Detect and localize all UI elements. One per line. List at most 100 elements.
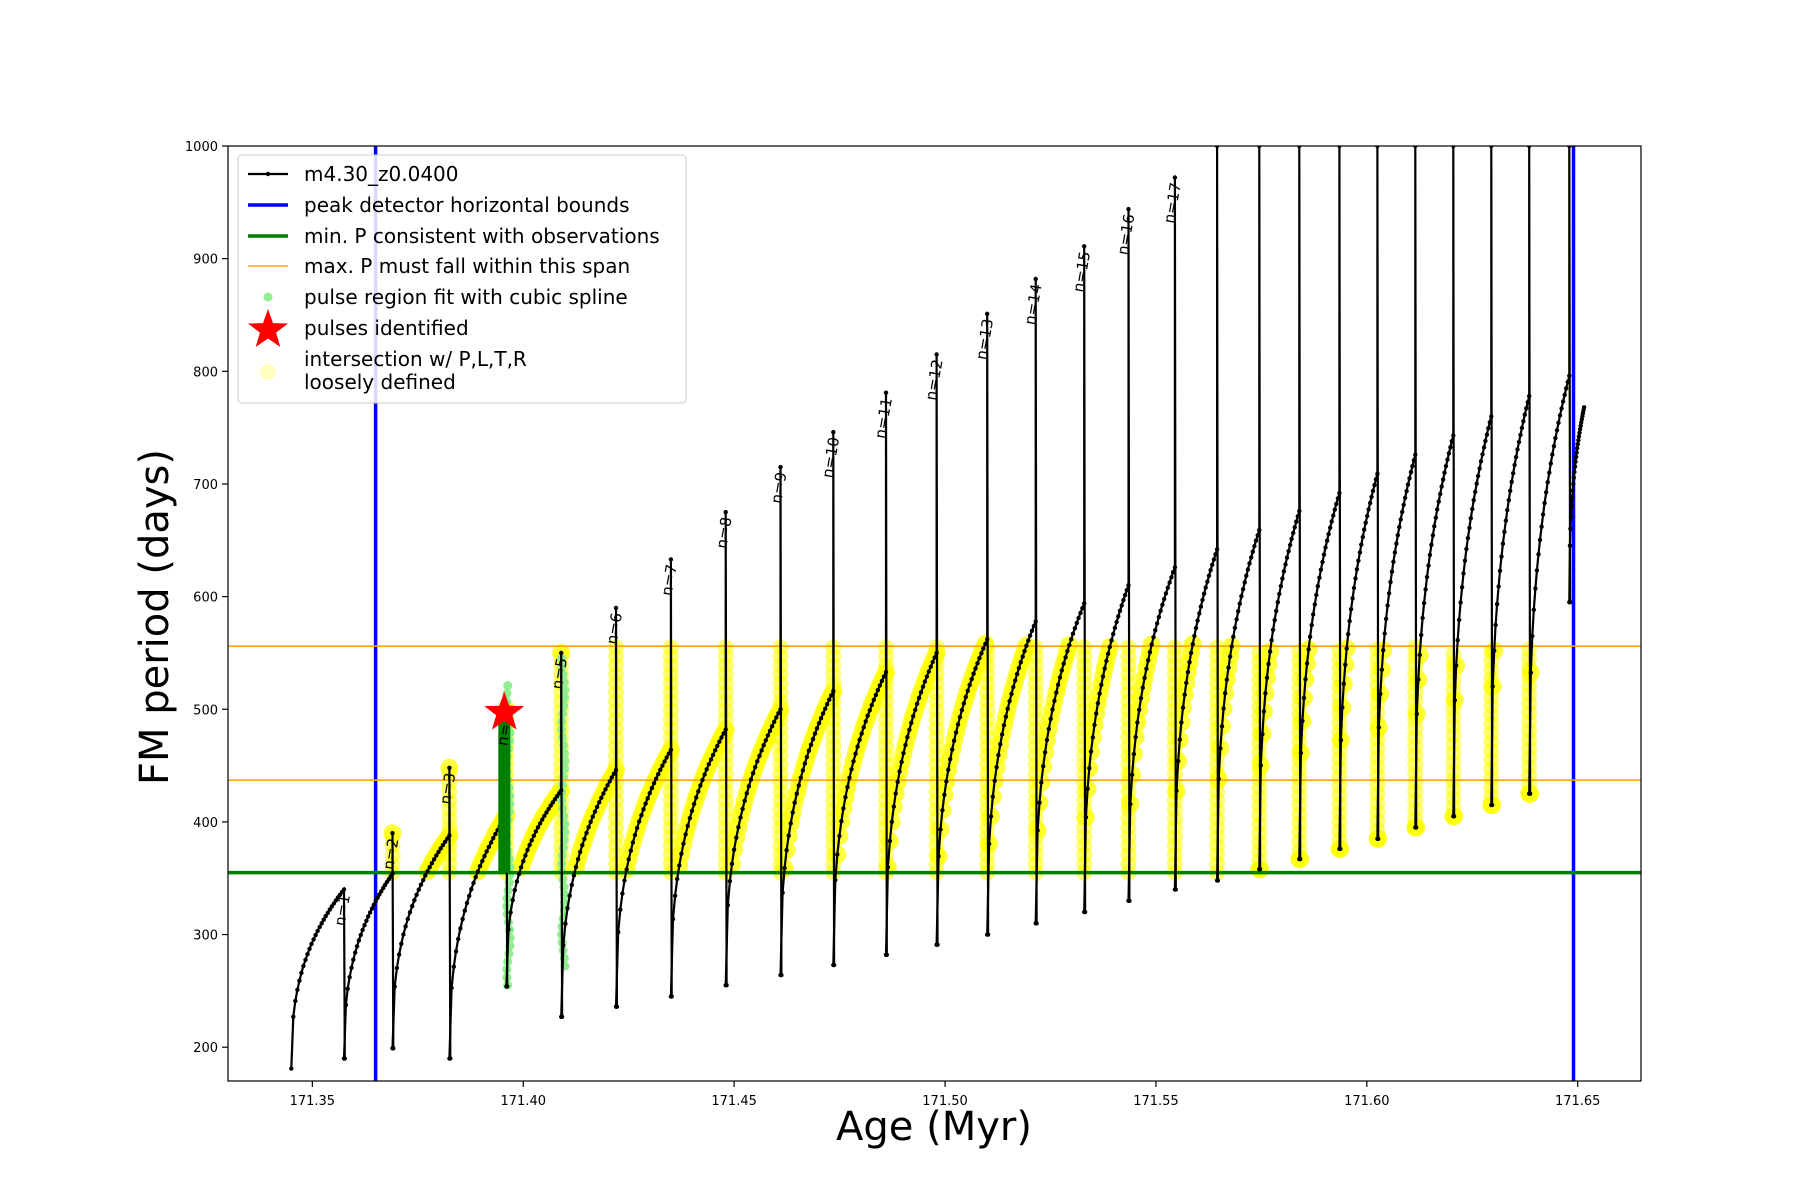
series-point — [1557, 413, 1563, 418]
series-point — [748, 777, 754, 782]
series-point — [1205, 579, 1210, 584]
series-point — [594, 804, 600, 810]
series-point — [1522, 412, 1528, 417]
series-point — [1133, 734, 1138, 740]
series-point — [1323, 545, 1328, 550]
series-point — [1458, 600, 1463, 605]
series-point — [922, 679, 928, 684]
series-point — [792, 800, 797, 805]
series-point — [1054, 690, 1059, 695]
series-point — [561, 943, 566, 948]
series-point — [837, 833, 842, 839]
series-point — [1570, 488, 1575, 493]
series-point — [447, 833, 452, 838]
series-point — [550, 800, 555, 805]
legend-swatch — [248, 309, 288, 347]
series-point — [1481, 445, 1487, 450]
series-point — [867, 708, 872, 713]
series-point — [343, 1002, 349, 1008]
series-point — [778, 707, 783, 712]
x-tick-label: 171.35 — [290, 1094, 336, 1109]
series-point — [1247, 561, 1252, 566]
series-point — [808, 742, 814, 747]
series-point — [1562, 392, 1567, 397]
series-point — [410, 903, 415, 909]
series-point — [670, 916, 676, 922]
series-point — [451, 964, 456, 969]
series-point — [484, 849, 489, 854]
pulse-label: n=8 — [712, 516, 735, 550]
series-point — [1100, 674, 1106, 679]
series-point — [442, 839, 448, 844]
series-point — [683, 832, 688, 837]
series-point — [1511, 471, 1516, 476]
series-point — [1050, 707, 1055, 712]
series-point — [651, 781, 657, 786]
series-point — [297, 978, 302, 983]
series-point — [865, 713, 870, 718]
series-point — [881, 674, 887, 679]
series-point — [1465, 535, 1471, 541]
series-point — [462, 908, 467, 913]
series-point — [569, 882, 574, 888]
series-point — [704, 767, 709, 772]
series-point — [1274, 608, 1279, 614]
series-point — [1452, 698, 1458, 703]
series-point — [375, 895, 380, 900]
series-point — [473, 874, 478, 880]
series-point — [1567, 600, 1572, 605]
series-point — [713, 748, 718, 753]
series-point — [427, 865, 432, 870]
series-point — [990, 794, 995, 799]
series-point — [1005, 706, 1010, 711]
series-point — [471, 880, 476, 886]
series-point — [1454, 663, 1459, 668]
series-point — [1462, 558, 1468, 563]
series-point — [371, 902, 376, 907]
series-point — [311, 937, 316, 942]
series-point — [1295, 514, 1301, 519]
series-point — [1382, 631, 1387, 636]
series-point — [1048, 716, 1053, 722]
series-point — [835, 852, 840, 857]
series-point — [653, 776, 659, 781]
series-point — [746, 784, 752, 789]
series-point — [1474, 481, 1479, 486]
series-point — [798, 775, 803, 780]
series-point — [1518, 432, 1523, 438]
series-point — [1116, 614, 1121, 619]
series-point — [1311, 612, 1316, 617]
series-point — [291, 1014, 296, 1019]
series-point — [1187, 660, 1192, 665]
series-point — [975, 661, 980, 666]
series-point — [1221, 706, 1226, 711]
series-point — [1341, 681, 1347, 686]
series-point — [1055, 682, 1061, 687]
series-point — [959, 707, 965, 713]
series-point — [1571, 481, 1576, 487]
series-point — [950, 747, 955, 752]
series-point — [414, 892, 419, 897]
series-point — [891, 804, 896, 809]
series-point — [1334, 501, 1339, 507]
series-point — [1370, 488, 1376, 494]
series-point — [721, 731, 726, 736]
series-point — [1069, 637, 1074, 642]
series-point — [879, 678, 885, 684]
series-point — [1489, 414, 1494, 419]
series-point — [1486, 426, 1491, 431]
series-point — [1245, 567, 1251, 572]
series-point — [1057, 675, 1063, 680]
series-point — [453, 949, 459, 954]
series-point — [390, 831, 395, 836]
series-point — [1490, 684, 1495, 689]
series-point — [691, 801, 697, 807]
series-point — [423, 873, 428, 878]
series-point — [942, 792, 947, 797]
series-point — [354, 944, 360, 949]
series-point — [668, 747, 674, 752]
series-point — [571, 873, 577, 878]
identified-pulse-layer — [484, 691, 525, 730]
series-point — [1092, 722, 1097, 728]
